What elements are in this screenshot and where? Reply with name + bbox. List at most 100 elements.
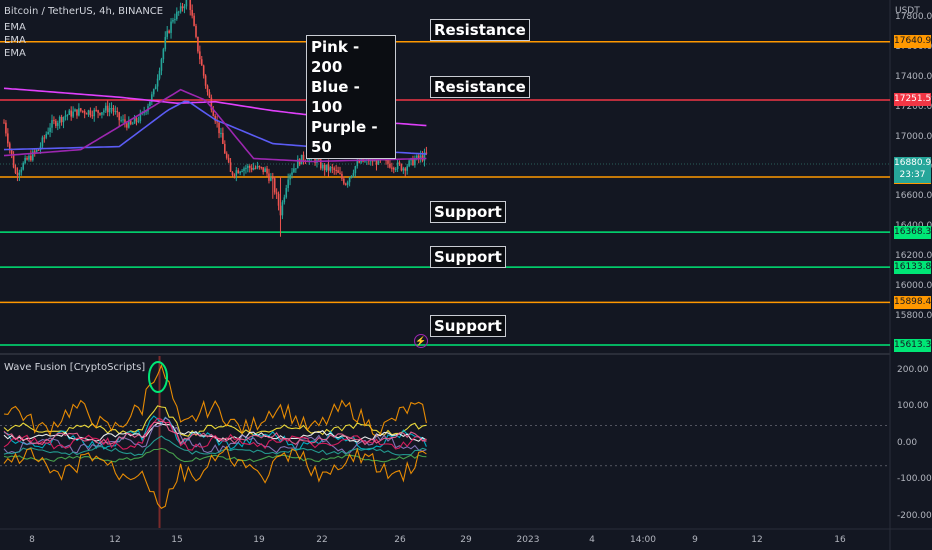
candle-body xyxy=(220,132,222,134)
candle-body xyxy=(224,143,226,154)
candle-body xyxy=(128,120,130,128)
ema-legend-line: Purple - 50 xyxy=(311,118,378,156)
candle-body xyxy=(295,168,297,170)
candle-body xyxy=(177,11,180,13)
candle-body xyxy=(118,112,120,121)
resistance-label: Resistance xyxy=(430,76,530,98)
time-tick-label: 16 xyxy=(834,535,846,545)
candle-body xyxy=(137,121,140,123)
osc-tick-label: -200.00 xyxy=(897,511,932,522)
candle-body xyxy=(55,120,57,126)
candle-body xyxy=(129,120,132,125)
candle-body xyxy=(24,157,26,163)
time-tick-label: 9 xyxy=(692,535,698,545)
candle-body xyxy=(402,168,405,171)
candle-body xyxy=(266,168,268,174)
candle-body xyxy=(91,115,94,117)
candle-body xyxy=(168,30,170,33)
indicator-ema-1[interactable]: EMA xyxy=(4,22,26,33)
candle-body xyxy=(174,19,176,21)
oscillator-wave xyxy=(3,422,427,443)
candle-body xyxy=(81,110,84,112)
candle-body xyxy=(101,112,103,115)
candle-body xyxy=(272,177,274,179)
ema-legend-line: Pink - 200 xyxy=(311,38,360,76)
candle-body xyxy=(281,202,284,216)
candle-body xyxy=(208,92,211,98)
candle-body xyxy=(339,172,341,174)
ema-legend-line: Blue - 100 xyxy=(311,78,360,116)
candle-body xyxy=(296,159,299,169)
candle-body xyxy=(95,109,97,111)
candle-body xyxy=(7,133,9,144)
candle-body xyxy=(337,170,339,173)
candle-body xyxy=(416,155,418,160)
candle-body xyxy=(250,167,253,170)
price-tick-label: 16600.00 xyxy=(895,191,932,202)
support-label: Support xyxy=(430,315,506,337)
time-tick-label: 29 xyxy=(460,535,472,545)
candle-body xyxy=(66,114,69,116)
candle-body xyxy=(252,167,255,170)
candle-body xyxy=(3,122,5,124)
oscillator-title[interactable]: Wave Fusion [CryptoScripts] xyxy=(4,362,146,373)
candle-body xyxy=(143,112,145,114)
candle-body xyxy=(394,168,397,170)
ema-50-line xyxy=(3,88,427,163)
candle-body xyxy=(133,118,136,124)
candle-body xyxy=(285,188,288,198)
candle-body xyxy=(293,168,295,173)
candle-body xyxy=(5,122,7,134)
candle-body xyxy=(375,158,378,165)
candle-body xyxy=(291,172,293,175)
indicator-ema-3[interactable]: EMA xyxy=(4,48,26,59)
price-tick-label: 17200.00 xyxy=(895,101,932,112)
candle-body xyxy=(218,122,220,134)
candle-body xyxy=(287,179,289,189)
candle-body xyxy=(277,193,280,206)
candle-body xyxy=(222,132,224,144)
candle-body xyxy=(239,171,241,174)
candle-body xyxy=(191,9,193,16)
candle-body xyxy=(193,15,195,26)
candle-body xyxy=(214,115,216,122)
candle-body xyxy=(106,105,109,113)
candle-body xyxy=(323,164,326,171)
candle-body xyxy=(279,205,282,216)
candle-body xyxy=(225,153,228,158)
candle-body xyxy=(204,75,207,86)
time-tick-label: 12 xyxy=(109,535,121,545)
candle-body xyxy=(275,192,278,194)
candlesticks xyxy=(3,0,428,237)
candle-body xyxy=(185,0,188,7)
candle-body xyxy=(93,109,96,117)
candle-body xyxy=(47,131,49,135)
candle-body xyxy=(325,164,328,171)
symbol-title[interactable]: Bitcoin / TetherUS, 4h, BINANCE xyxy=(4,6,164,17)
candle-body xyxy=(331,167,334,169)
candle-body xyxy=(43,137,46,139)
candle-body xyxy=(62,117,65,123)
oscillator-wave xyxy=(3,363,427,438)
candle-body xyxy=(396,162,399,169)
candle-body xyxy=(387,159,389,164)
candle-body xyxy=(195,25,197,37)
candle-body xyxy=(139,113,142,122)
lightning-icon[interactable]: ⚡ xyxy=(414,334,428,348)
candle-body xyxy=(356,159,359,167)
candle-body xyxy=(333,168,336,170)
candle-body xyxy=(270,177,272,181)
candle-body xyxy=(406,166,408,171)
candle-body xyxy=(110,108,113,110)
candle-body xyxy=(298,159,301,165)
candle-body xyxy=(60,116,63,123)
candle-body xyxy=(417,155,420,159)
candle-body xyxy=(320,159,322,169)
candle-body xyxy=(352,173,355,176)
candle-body xyxy=(206,85,209,93)
indicator-ema-2[interactable]: EMA xyxy=(4,35,26,46)
candle-body xyxy=(419,155,422,159)
candle-body xyxy=(103,110,105,113)
candle-body xyxy=(389,163,391,168)
candle-body xyxy=(83,110,86,114)
